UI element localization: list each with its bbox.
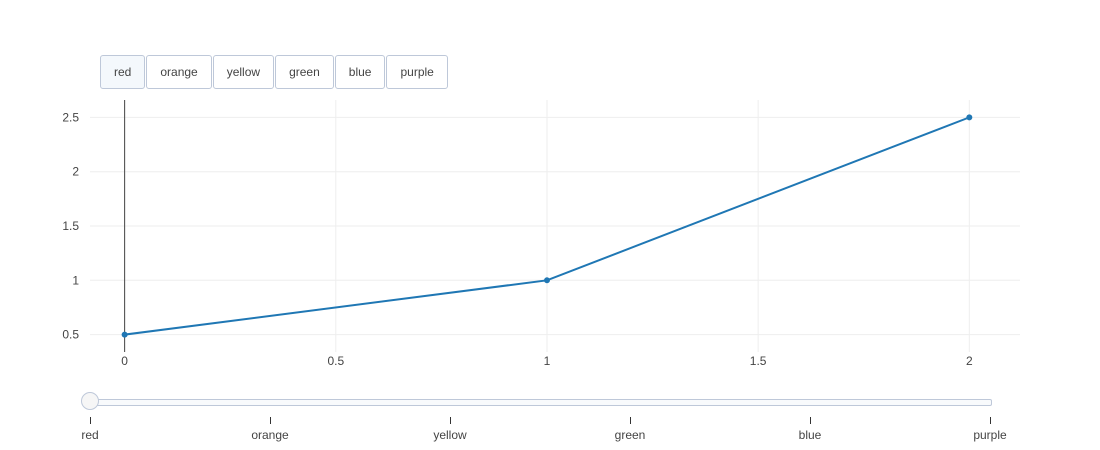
slider-step-label[interactable]: green xyxy=(614,428,646,442)
button-green[interactable]: green xyxy=(275,55,334,89)
x-tick-label: 1 xyxy=(544,354,551,368)
button-red[interactable]: red xyxy=(100,55,146,89)
slider-step-label[interactable]: purple xyxy=(973,428,1007,442)
plot-area xyxy=(121,114,973,338)
slider-step-tick xyxy=(810,417,811,424)
x-axis-ticks: 0 0.5 1 1.5 2 xyxy=(121,354,973,368)
button-orange[interactable]: orange xyxy=(146,55,212,89)
y-axis-ticks: 0.5 1 1.5 2 2.5 xyxy=(62,110,79,341)
button-yellow[interactable]: yellow xyxy=(212,55,275,89)
x-tick-label: 2 xyxy=(966,354,973,368)
slider-handle[interactable] xyxy=(81,392,99,410)
line-chart: 0 0.5 1 1.5 2 0.5 1 1.5 2 2.5 xyxy=(62,100,1020,368)
slider-rail[interactable] xyxy=(90,399,992,406)
data-point xyxy=(543,277,550,284)
y-tick-label: 1.5 xyxy=(62,219,79,233)
slider-step-label[interactable]: orange xyxy=(251,428,289,442)
slider-step-tick xyxy=(270,417,271,424)
chart-grid xyxy=(90,100,1020,352)
slider-step-label[interactable]: blue xyxy=(798,428,822,442)
slider-step-label[interactable]: red xyxy=(81,428,99,442)
x-tick-label: 0 xyxy=(121,354,128,368)
button-purple[interactable]: purple xyxy=(386,55,448,89)
data-point xyxy=(966,114,973,121)
y-tick-label: 2.5 xyxy=(62,110,79,124)
slider-step-tick xyxy=(90,417,91,424)
slider-step-tick xyxy=(990,417,991,424)
y-tick-label: 2 xyxy=(72,165,79,179)
y-tick-label: 0.5 xyxy=(62,328,79,342)
button-blue[interactable]: blue xyxy=(334,55,386,89)
x-tick-label: 0.5 xyxy=(327,354,344,368)
slider-step-label[interactable]: yellow xyxy=(433,428,467,442)
y-tick-label: 1 xyxy=(72,273,79,287)
button-group: red orange yellow green blue purple xyxy=(100,55,448,89)
x-tick-label: 1.5 xyxy=(750,354,767,368)
slider-step-tick xyxy=(630,417,631,424)
slider-step-tick xyxy=(450,417,451,424)
data-point xyxy=(121,331,128,338)
